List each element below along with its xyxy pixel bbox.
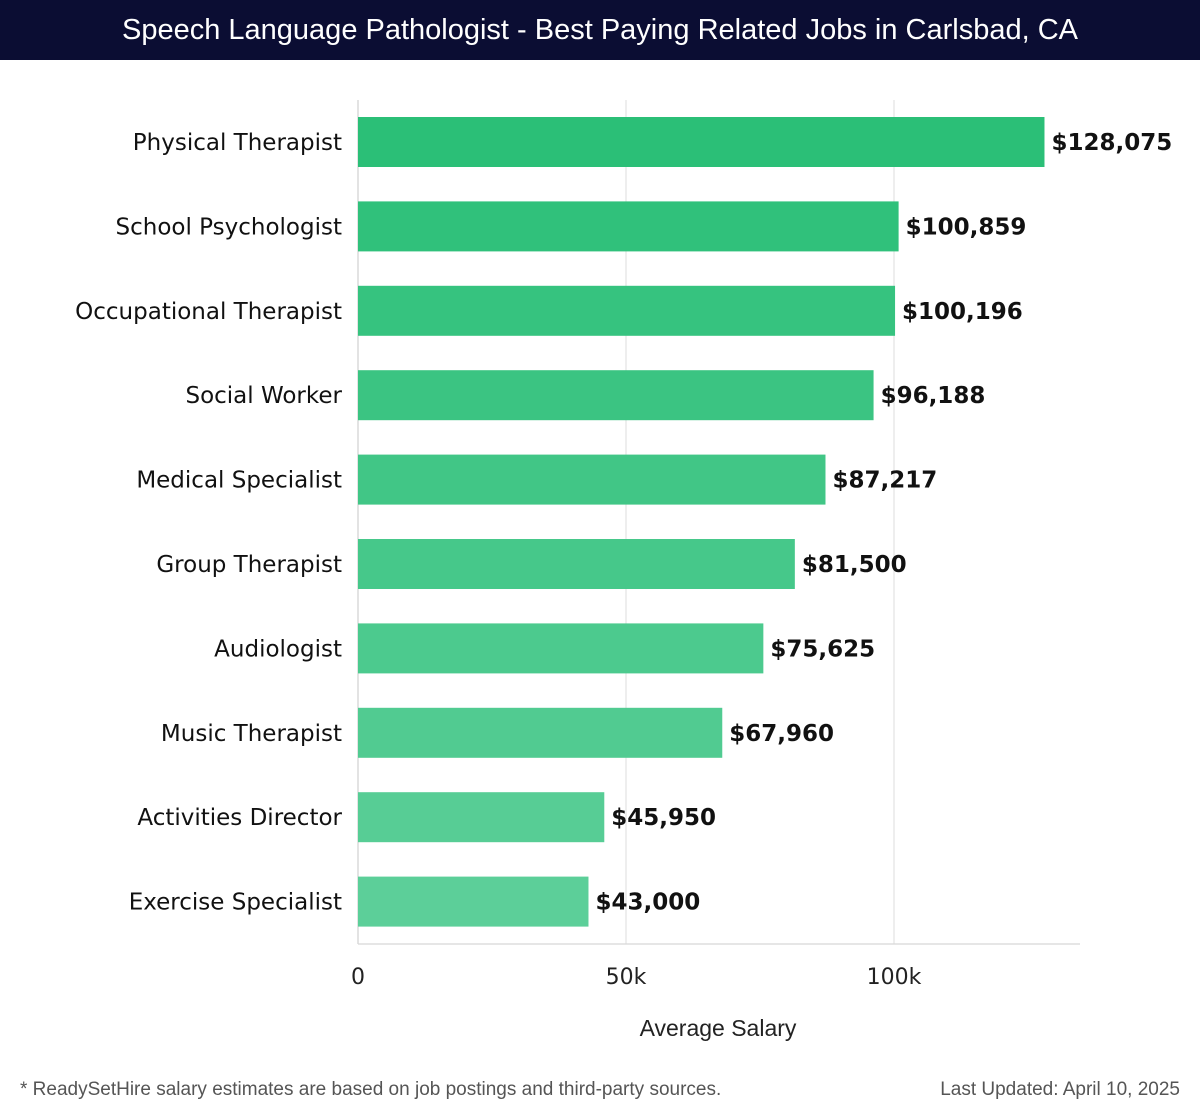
category-label: Occupational Therapist [75,299,342,325]
bar [358,454,826,505]
footnote: * ReadySetHire salary estimates are base… [20,1079,722,1100]
category-label: School Psychologist [116,214,342,240]
category-label: Audiologist [214,636,342,662]
value-label: $81,500 [802,552,907,578]
bar-chart: Physical Therapist School Psychologist Occ… [75,100,1172,1041]
category-label: Activities Director [137,805,342,831]
category-label: Social Worker [185,383,342,409]
value-label: $45,950 [611,805,716,831]
value-label: $87,217 [832,468,937,494]
chart-title: Speech Language Pathologist - Best Payin… [122,13,1078,46]
value-label: $96,188 [881,383,986,409]
value-label: $67,960 [729,721,834,747]
category-label: Physical Therapist [133,130,342,156]
bar [358,876,589,927]
bar [358,370,874,421]
x-tick-label: 0 [351,965,365,990]
category-labels: Physical Therapist School Psychologist Occ… [75,130,342,916]
x-tick-label: 50k [606,965,647,990]
category-label: Group Therapist [156,552,342,578]
bar [358,539,795,589]
x-axis-ticks: 0 50k 100k [351,965,922,990]
bar [358,707,723,758]
x-axis-label: Average Salary [640,1015,797,1041]
value-label: $128,075 [1051,130,1172,156]
x-tick-label: 100k [867,965,922,990]
category-label: Exercise Specialist [129,890,342,916]
bar [358,623,764,674]
value-label: $100,196 [902,299,1023,325]
value-label: $43,000 [595,890,700,916]
bar [358,792,605,843]
category-label: Music Therapist [161,721,342,747]
chart-title-bar: Speech Language Pathologist - Best Payin… [0,0,1200,60]
value-label: $100,859 [906,214,1027,240]
value-label: $75,625 [770,636,875,662]
value-labels: $128,075 $100,859 $100,196 $96,188 $87,217 $8… [595,130,1172,916]
bar [358,201,899,252]
last-updated: Last Updated: April 10, 2025 [940,1079,1180,1100]
category-label: Medical Specialist [136,468,342,494]
bar [358,285,896,336]
bar [358,117,1045,167]
bar-series [358,117,1045,927]
